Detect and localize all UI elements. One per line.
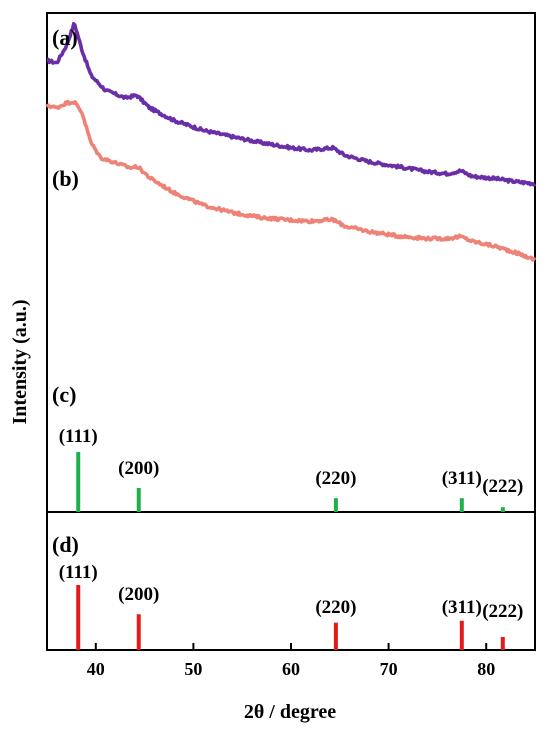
panel-label-c: (c) [52,382,76,407]
x-tick-label-40: 40 [87,659,105,679]
panel-label-b: (b) [52,166,79,191]
reference-sticks [76,452,505,650]
spectrum-curve-b [45,99,537,262]
peak-label-c-5: (222) [482,476,523,497]
peak-label-c-2: (200) [118,458,159,479]
peak-label-d-2: (200) [118,584,159,605]
peak-label-c-1: (111) [59,426,98,447]
x-tick-label-80: 80 [477,659,495,679]
x-tick-label-60: 60 [282,659,300,679]
chart-labels: (a)(b)(c)(111)(200) (220) (311) (222)(d)(11… [52,25,523,622]
y-axis-label: Intensity (a.u.) [9,299,31,424]
peak-label-d-3: (220) [315,597,356,618]
x-axis: 40 50 60 70 80 [87,643,495,679]
x-tick-label-50: 50 [184,659,202,679]
peak-label-d-5: (222) [482,601,523,622]
x-axis-label: 2θ / degree [244,701,336,723]
peak-label-d-1: (111) [59,562,98,583]
peak-label-c-4: (311) [442,468,482,489]
peak-label-d-4: (311) [442,597,482,618]
top-panel-frame [46,12,536,513]
peak-label-c-3: (220) [315,468,356,489]
plot-frames [46,12,536,651]
spectra-curves [45,21,537,262]
x-tick-label-70: 70 [380,659,398,679]
spectrum-curve-a [46,21,537,187]
panel-label-d: (d) [52,532,79,557]
panel-label-a: (a) [52,25,78,50]
